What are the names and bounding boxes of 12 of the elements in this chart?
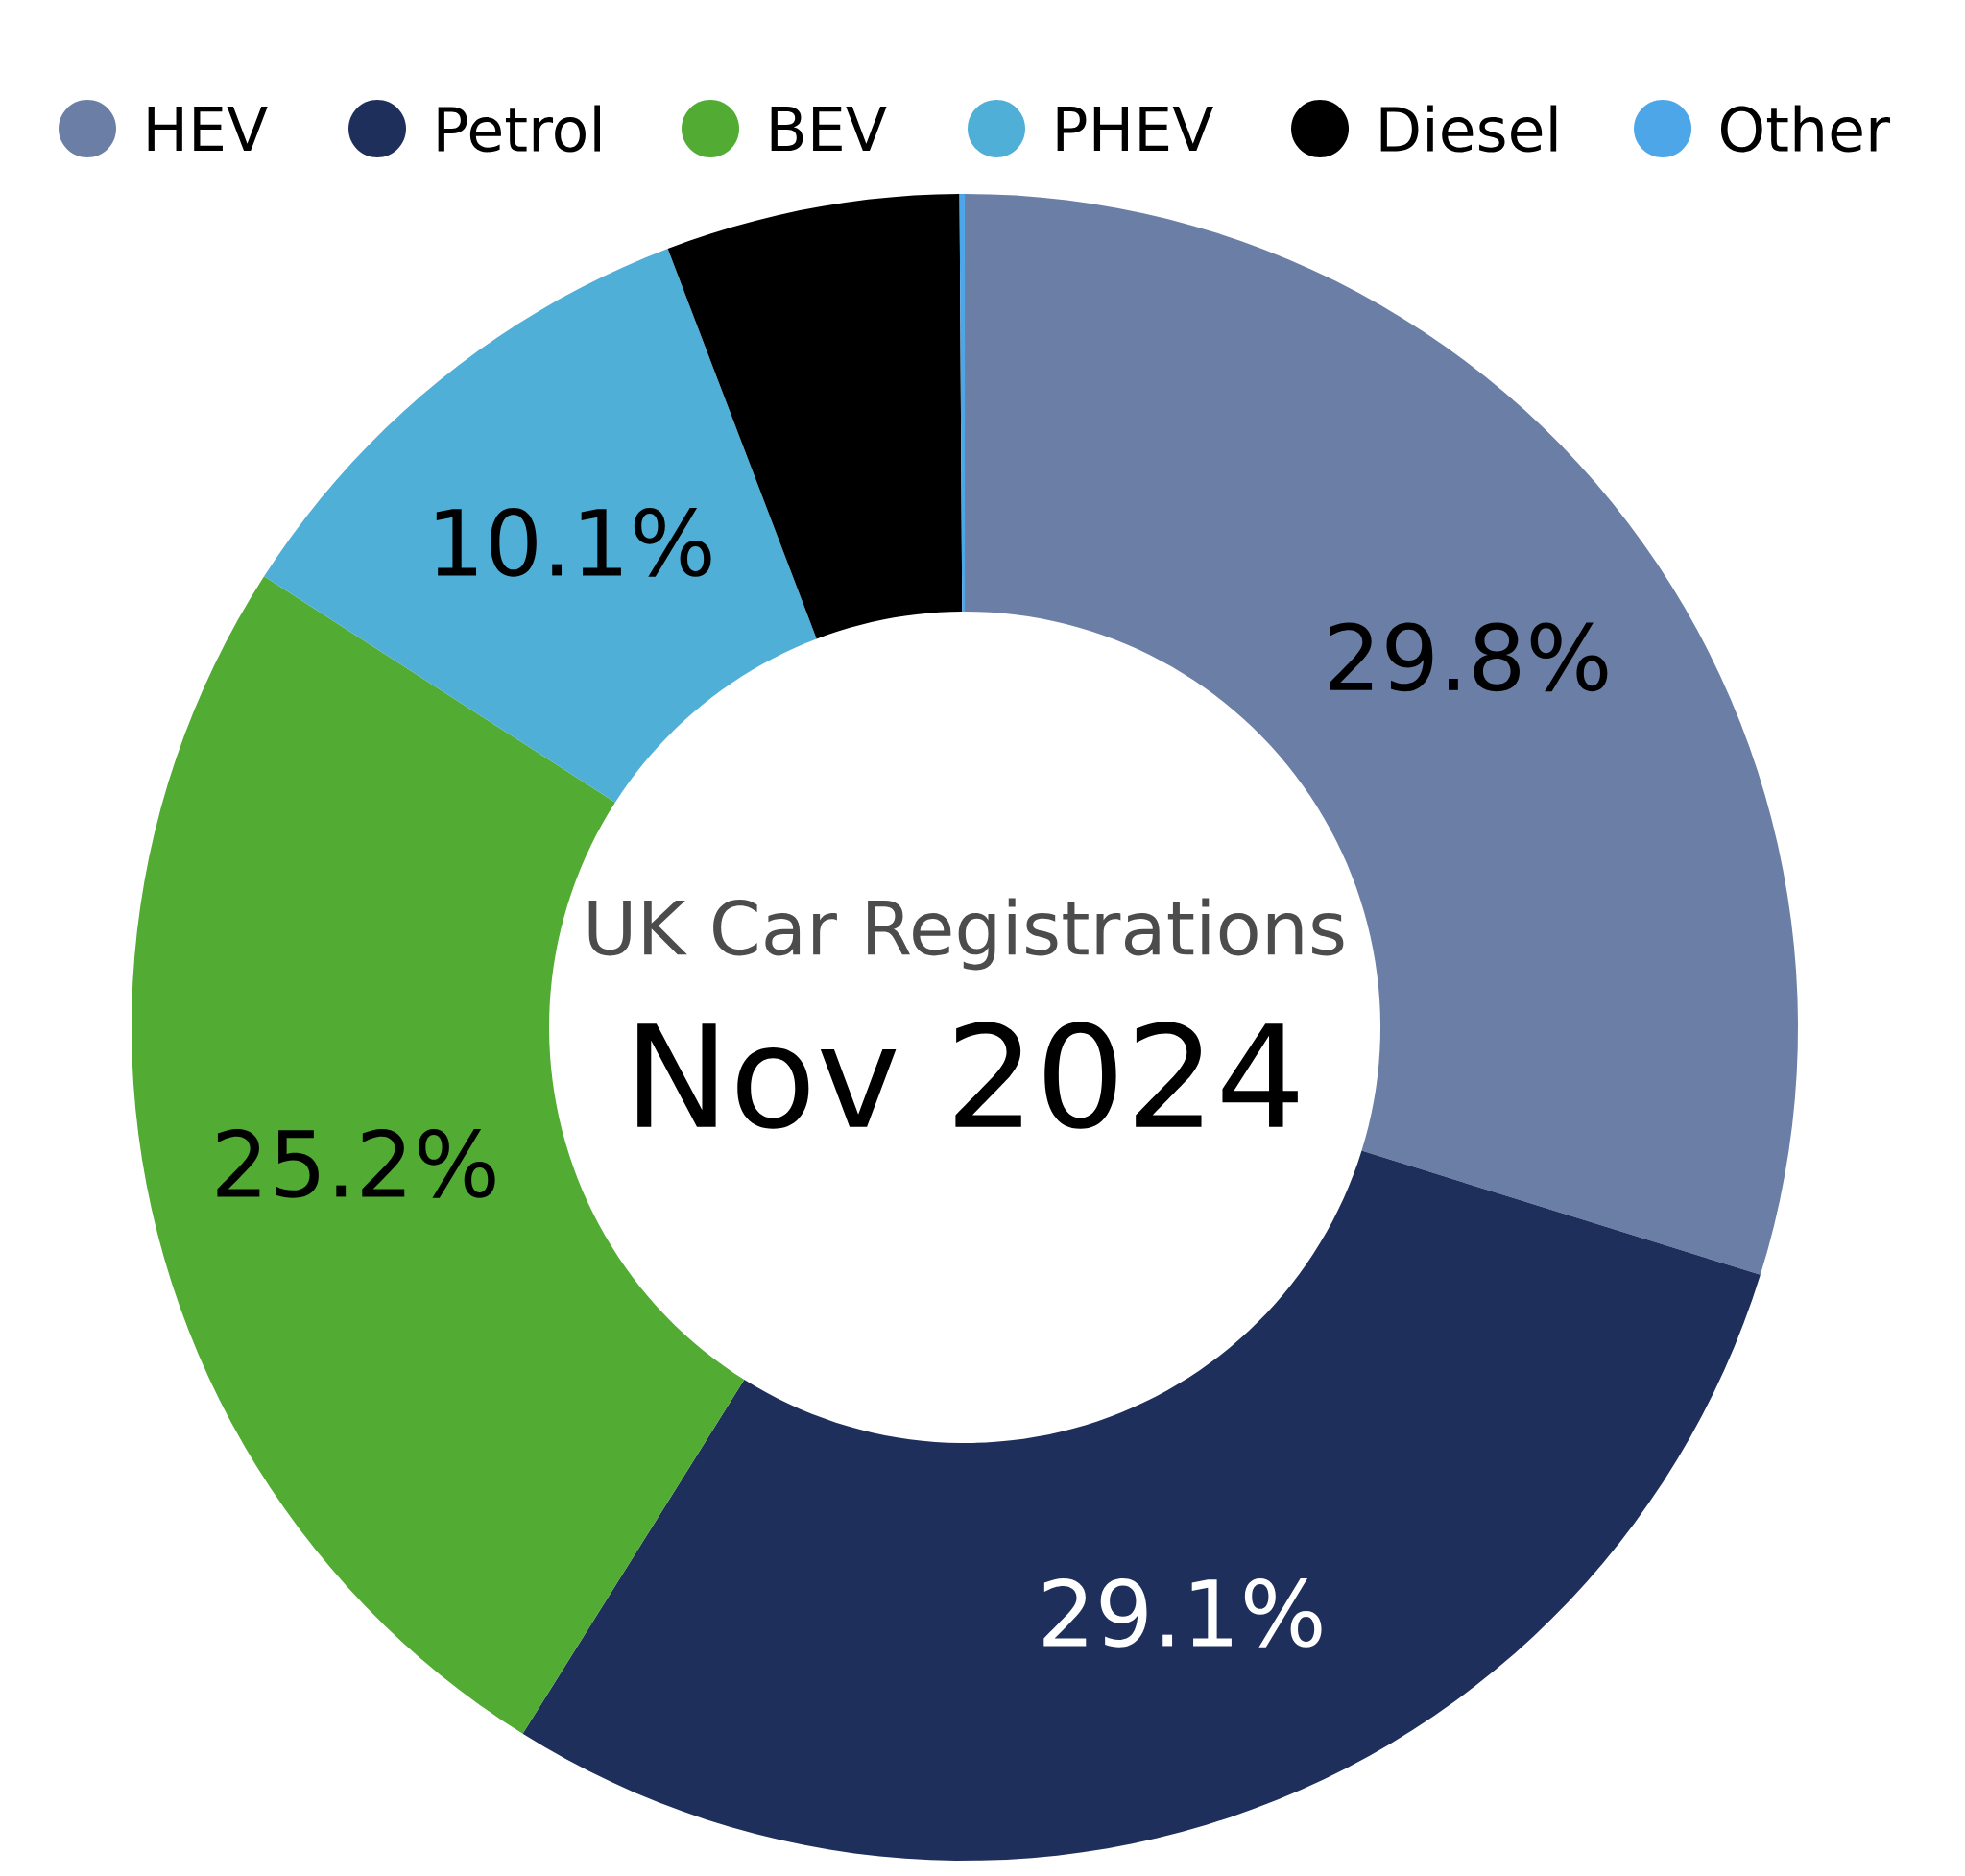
legend-label: PHEV	[1057, 106, 1213, 152]
legend-label: Petrol	[438, 105, 601, 153]
text: Nov 2024	[637, 1022, 1298, 1129]
data-label: 10.1%	[436, 507, 711, 577]
legend-label: Diesel	[1380, 105, 1557, 153]
legend-label: Other	[1720, 105, 1891, 153]
data-label: 25.2%	[217, 1128, 495, 1198]
legend-label: BEV	[771, 106, 887, 152]
data-label: 29.8%	[1330, 622, 1608, 692]
text: UK Car Registrations	[588, 898, 1344, 971]
legend-label: HEV	[148, 106, 268, 152]
data-label: 29.1%	[1043, 1577, 1322, 1648]
